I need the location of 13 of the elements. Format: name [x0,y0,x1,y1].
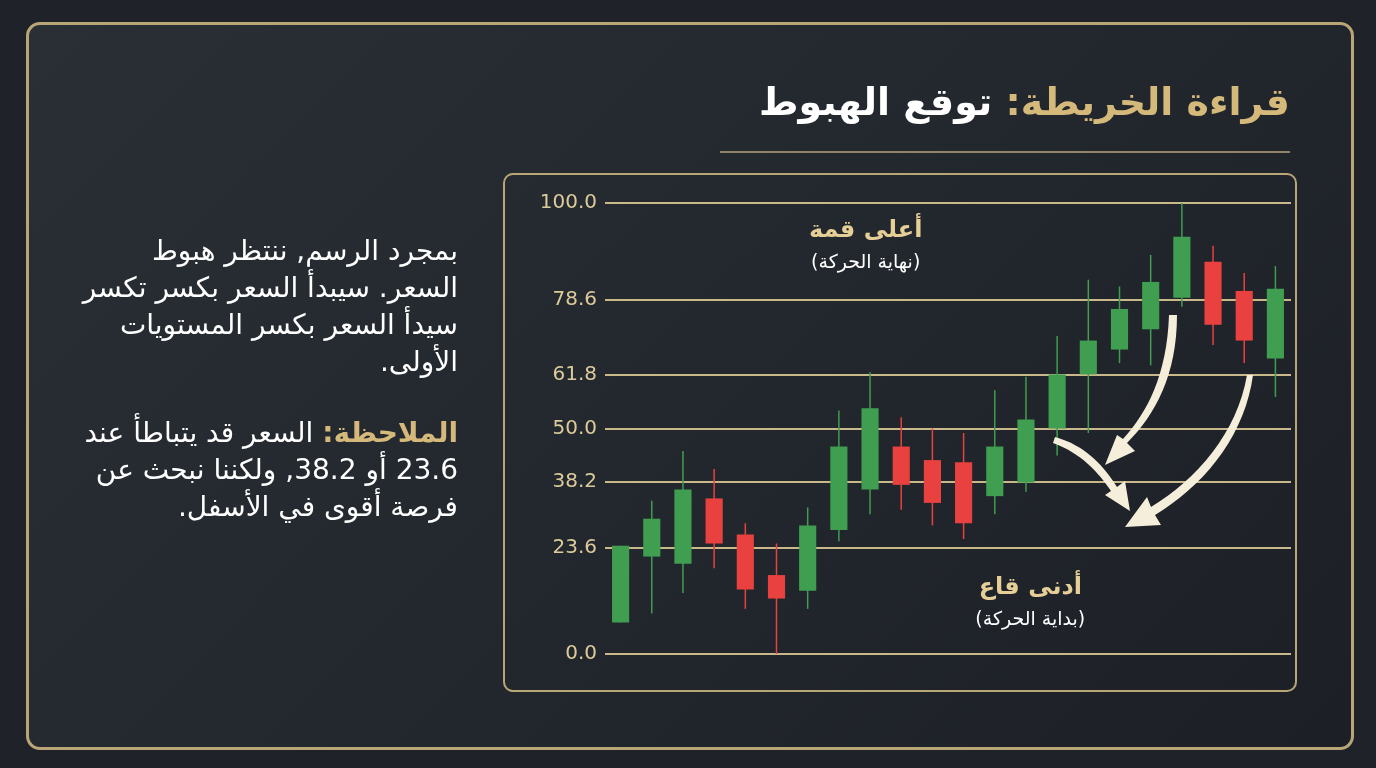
y-tick-label: 50.0 [552,414,597,439]
y-tick-label: 61.8 [552,361,597,386]
annotation: أدنى قاع (بداية الحركة) [975,570,1086,630]
candlestick [767,542,786,655]
text: بمجرد الرسم, ننتظر هبوط السعر. سيبدأ السعر بكسر تكسر سيدأ السعر بكسر المستويات الأولى. [80,233,458,380]
annotation: أعلى قمة (نهاية الحركة) [808,213,923,273]
y-tick-label: 38.2 [552,467,597,492]
y-tick-label: 23.6 [552,533,597,558]
chart-title: قراءة الخريطة: توقع الهبوط [758,80,1290,124]
y-tick-label: 100.0 [539,189,597,214]
y-tick-label: 0.0 [565,640,597,665]
y-tick-label: 78.6 [552,285,597,310]
text: الملاحظة: السعر قد يتباطأ عند 23.6 أو 38.2, ولكننا نبحث عن فرصة أقوى في الأسفل. [83,414,458,525]
